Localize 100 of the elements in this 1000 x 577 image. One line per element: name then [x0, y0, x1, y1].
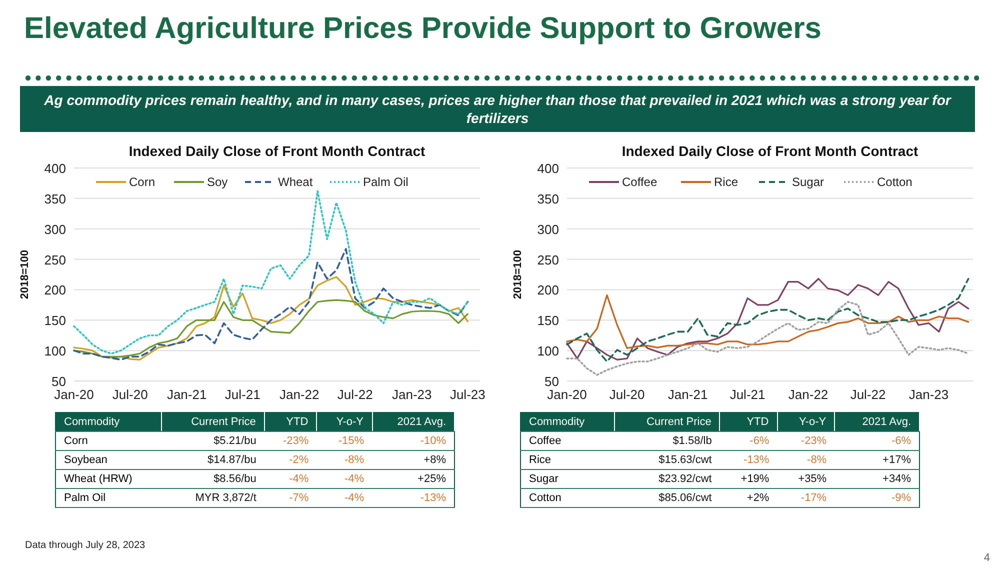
text: $15.63/cwt: [658, 454, 712, 466]
legend-label: Soy: [207, 175, 228, 189]
text: $23.92/cwt: [658, 473, 712, 485]
legend-label: Sugar: [792, 175, 824, 189]
category-label: 2021 Avg.: [372, 412, 454, 432]
text: +17%: [882, 454, 911, 466]
x-tick-label: Jan-23: [908, 387, 949, 402]
text: +34%: [882, 473, 911, 485]
category-label: Commodity: [520, 412, 614, 432]
text: -8%: [344, 454, 364, 466]
text: -10%: [420, 435, 446, 447]
category-label: YTD: [720, 412, 778, 432]
line-series: [73, 248, 469, 361]
category-label: Palm Oil: [64, 492, 106, 504]
category-label: Corn: [64, 435, 88, 447]
text: Data through July 28, 2023: [25, 540, 146, 551]
x-tick-label: Jul-22: [850, 387, 886, 402]
text: +8%: [424, 454, 446, 466]
text: -2%: [289, 454, 309, 466]
category-label: 2021 Avg.: [834, 412, 920, 432]
category-label: Current Price: [162, 412, 264, 432]
text: -17%: [800, 492, 827, 504]
category-label: Y-o-Y: [316, 412, 372, 432]
x-tick-label: Jan-20: [547, 387, 587, 402]
text: 4: [984, 552, 990, 564]
text: -9%: [891, 492, 911, 504]
category-label: Soybean: [64, 454, 108, 466]
x-tick-label: Jul-20: [609, 387, 645, 402]
text: $85.06/cwt: [658, 492, 712, 504]
text: -4%: [344, 473, 364, 485]
text: -23%: [282, 435, 309, 447]
x-tick-label: Jul-22: [337, 387, 373, 402]
x-tick-label: Jan-22: [788, 387, 828, 402]
line-series: [73, 276, 468, 360]
text: -13%: [744, 454, 770, 466]
x-tick-label: Jan-22: [279, 387, 320, 402]
y-tick-label: 350: [537, 191, 559, 206]
line-series: [73, 299, 468, 358]
text: -6%: [750, 435, 770, 447]
category-label: Cotton: [529, 492, 562, 504]
line-series: [73, 190, 469, 355]
y-tick-label: 50: [544, 374, 559, 389]
legend-label: Rice: [714, 175, 738, 189]
category-label: Coffee: [529, 435, 562, 447]
legend-label: Wheat: [278, 175, 314, 189]
x-tick-label: Jan-21: [166, 387, 207, 402]
text: -13%: [420, 492, 446, 504]
y-axis-title: 2018=100: [512, 250, 524, 300]
text: +19%: [740, 473, 770, 485]
category-label: Commodity: [56, 412, 162, 432]
line-series: [566, 300, 970, 376]
text: $8.56/bu: [214, 473, 256, 485]
legend-label: Cotton: [877, 175, 912, 189]
y-tick-label: 150: [537, 313, 559, 328]
text: -15%: [338, 435, 364, 447]
y-tick-label: 100: [537, 344, 559, 359]
legend-label: Coffee: [622, 175, 658, 189]
line-series: [566, 294, 970, 349]
x-tick-label: Jul-21: [224, 387, 260, 402]
category-label: Sugar: [529, 473, 558, 485]
text: -6%: [891, 435, 911, 447]
y-tick-label: 200: [537, 282, 559, 298]
category-label: Current Price: [614, 412, 720, 432]
text: Elevated Agriculture Prices Provide Support to Growers: [24, 12, 822, 46]
text: +25%: [418, 473, 446, 485]
text: $1.58/lb: [672, 435, 712, 447]
chart-title: Indexed Daily Close of Front Month Contract: [128, 143, 426, 159]
y-tick-label: 400: [44, 161, 66, 176]
x-tick-label: Jul-23: [450, 387, 486, 402]
category-label: Rice: [529, 454, 552, 466]
legend-label: Corn: [129, 175, 156, 189]
text: +35%: [798, 473, 827, 485]
text: MYR 3,872/t: [195, 492, 256, 504]
text: -4%: [344, 492, 364, 504]
y-tick-label: 150: [44, 313, 66, 328]
y-axis-title: 2018=100: [19, 250, 31, 300]
text: -8%: [807, 454, 827, 466]
y-tick-label: 100: [44, 344, 66, 359]
category-label: Y-o-Y: [777, 412, 835, 432]
category-label: Wheat (HRW): [64, 473, 132, 485]
text: -23%: [800, 435, 827, 447]
text: -4%: [289, 473, 309, 485]
x-tick-label: Jan-21: [668, 387, 708, 402]
y-tick-label: 350: [44, 191, 66, 206]
y-tick-label: 400: [537, 161, 559, 176]
y-tick-label: 50: [52, 374, 66, 389]
text: +2%: [746, 492, 770, 504]
text: $14.87/bu: [207, 454, 256, 466]
x-tick-label: Jul-20: [112, 387, 148, 402]
category-label: YTD: [264, 412, 317, 432]
y-tick-label: 250: [537, 252, 559, 268]
x-tick-label: Jan-20: [54, 387, 94, 402]
text: -7%: [289, 492, 309, 504]
y-tick-label: 300: [44, 222, 66, 237]
legend-label: Palm Oil: [363, 175, 408, 189]
y-tick-label: 300: [537, 222, 559, 237]
x-tick-label: Jan-23: [392, 387, 432, 402]
text: Ag commodity prices remain healthy, and in many cases, prices are higher than those that prevailed in 2021 which was a strong year for fertilizers: [20, 86, 975, 132]
y-tick-label: 250: [44, 252, 66, 268]
chart-title: Indexed Daily Close of Front Month Contract: [622, 143, 919, 159]
